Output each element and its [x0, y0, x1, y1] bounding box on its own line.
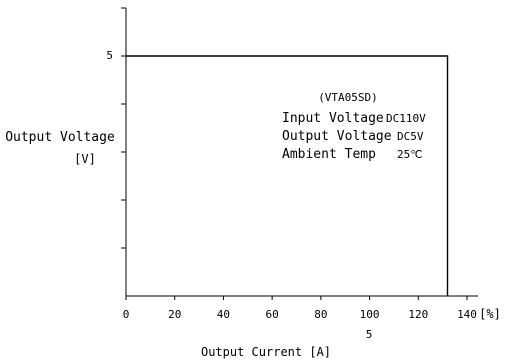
annotation-model: (VTA05SD) — [318, 91, 378, 104]
annotation-input-voltage-label: Input Voltage — [282, 111, 384, 126]
series-layer — [126, 55, 449, 296]
y-tick-label: 5 — [106, 49, 113, 62]
y-axis-label: Output Voltage — [5, 130, 115, 145]
x-tick-label: 60 — [266, 308, 279, 321]
annotation-ambient-temp-label: Ambient Temp — [282, 147, 376, 162]
y-axis-unit: [V] — [74, 152, 96, 166]
annotation-ambient-temp-value: 25℃ — [397, 148, 423, 161]
x-axis-label: Output Current [A] — [201, 345, 331, 359]
x-tick-label: 140 — [457, 308, 477, 321]
x-tick-label: 20 — [168, 308, 181, 321]
x-axis-unit: [%] — [479, 307, 501, 321]
annotation-input-voltage-value: DC110V — [386, 112, 426, 125]
conditions-annotation: (VTA05SD) Input Voltage DC110V Output Vo… — [282, 91, 426, 162]
x-tick-label: 80 — [314, 308, 327, 321]
x-ticks: 0 20 40 60 80 100 120 140 — [123, 296, 477, 321]
x-secondary-tick-label: 5 — [366, 328, 373, 341]
x-tick-label: 0 — [123, 308, 130, 321]
annotation-output-voltage-value: DC5V — [397, 130, 424, 143]
x-tick-label: 40 — [217, 308, 230, 321]
x-tick-label: 120 — [408, 308, 428, 321]
annotation-output-voltage-label: Output Voltage — [282, 129, 392, 144]
series-line — [126, 55, 449, 296]
x-tick-label: 100 — [360, 308, 380, 321]
